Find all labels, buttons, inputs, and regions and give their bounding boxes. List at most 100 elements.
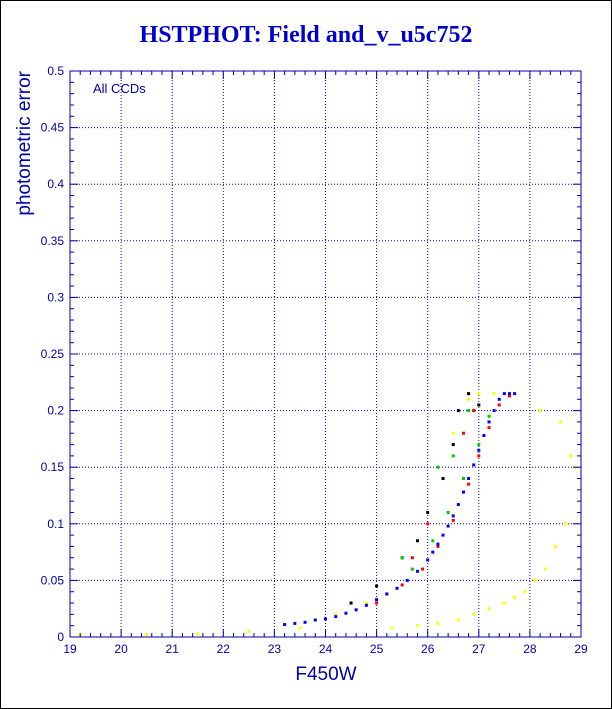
data-point-yellow xyxy=(487,607,491,611)
data-point-yellow xyxy=(477,392,481,396)
data-point-blue xyxy=(354,608,358,612)
data-point-blue xyxy=(395,586,399,590)
data-point-blue xyxy=(461,490,465,494)
axis-ticks xyxy=(69,70,582,638)
data-point-yellow xyxy=(334,612,338,616)
data-point-yellow xyxy=(543,567,547,571)
data-point-blue xyxy=(283,623,287,627)
data-point-black xyxy=(375,584,379,588)
data-point-yellow xyxy=(513,595,517,599)
data-point-green xyxy=(477,443,481,447)
x-tick-label: 22 xyxy=(217,642,231,656)
data-point-black xyxy=(451,443,455,447)
data-point-red xyxy=(472,409,476,413)
data-point-yellow xyxy=(298,626,302,630)
data-point-black xyxy=(477,403,481,407)
x-tick-label: 21 xyxy=(166,642,180,656)
y-tick-label: 0.15 xyxy=(41,460,65,474)
data-point-green xyxy=(461,477,465,481)
data-point-green xyxy=(431,539,435,543)
data-point-red xyxy=(421,567,425,571)
data-point-yellow xyxy=(390,626,394,630)
data-point-red xyxy=(436,544,440,548)
data-point-blue xyxy=(426,558,430,562)
data-point-red xyxy=(451,518,455,522)
data-point-black xyxy=(349,601,353,605)
data-point-red xyxy=(426,522,430,526)
data-point-red xyxy=(497,403,501,407)
data-point-blue xyxy=(415,569,419,573)
data-point-green xyxy=(446,510,450,514)
data-point-red xyxy=(400,583,404,587)
x-tick-label: 25 xyxy=(370,642,384,656)
x-tick-label: 19 xyxy=(63,642,77,656)
data-point-blue xyxy=(405,578,409,582)
data-point-yellow xyxy=(472,612,476,616)
data-point-red xyxy=(467,482,471,486)
all-ccds-annotation: All CCDs xyxy=(93,81,146,96)
series-yellow xyxy=(78,392,578,637)
data-points xyxy=(78,392,578,637)
y-tick-label: 0.45 xyxy=(41,121,65,135)
y-tick-label: 0.4 xyxy=(47,177,64,191)
data-point-blue xyxy=(344,611,348,615)
data-point-red xyxy=(461,431,465,435)
data-point-yellow xyxy=(436,621,440,625)
data-point-green xyxy=(451,454,455,458)
data-point-blue xyxy=(334,615,338,619)
x-tick-label: 28 xyxy=(523,642,537,656)
series-black xyxy=(349,392,481,605)
x-axis-title: F450W xyxy=(295,664,356,685)
data-point-yellow xyxy=(538,409,542,413)
data-point-yellow xyxy=(467,397,471,401)
data-point-blue xyxy=(497,397,501,401)
data-point-blue xyxy=(364,603,368,607)
data-point-blue xyxy=(313,618,317,622)
y-tick-label: 0.35 xyxy=(41,234,65,248)
data-point-blue xyxy=(492,409,496,413)
data-point-blue xyxy=(324,617,327,621)
y-tick-label: 0 xyxy=(57,630,64,644)
data-point-blue xyxy=(513,392,517,396)
data-point-blue xyxy=(436,542,440,546)
data-point-yellow xyxy=(364,601,368,605)
data-point-yellow xyxy=(145,633,149,637)
data-point-green xyxy=(400,556,404,560)
data-point-black xyxy=(441,477,445,481)
data-point-black xyxy=(467,392,471,396)
data-point-blue xyxy=(375,598,379,602)
x-tick-labels: 19 20 21 22 23 24 25 26 27 28 29 xyxy=(63,642,588,656)
data-point-red xyxy=(487,426,491,430)
data-point-blue xyxy=(451,514,455,518)
data-point-green xyxy=(467,409,471,413)
data-point-yellow xyxy=(415,624,419,628)
y-tick-label: 0.3 xyxy=(47,290,64,304)
data-point-yellow xyxy=(247,629,251,633)
data-point-green xyxy=(487,414,491,418)
data-point-yellow xyxy=(553,544,557,548)
data-point-black xyxy=(415,539,419,543)
data-point-yellow xyxy=(569,454,573,458)
data-point-black xyxy=(426,510,430,514)
data-point-blue xyxy=(456,503,460,507)
data-point-blue xyxy=(446,524,450,528)
x-tick-label: 26 xyxy=(421,642,435,656)
x-tick-label: 27 xyxy=(472,642,486,656)
data-point-yellow xyxy=(492,392,496,396)
data-point-yellow xyxy=(502,601,506,605)
data-point-blue xyxy=(385,592,389,596)
data-point-yellow xyxy=(456,618,460,622)
x-tick-label: 24 xyxy=(319,642,333,656)
data-point-red xyxy=(410,556,414,560)
data-point-blue xyxy=(482,434,486,438)
y-tick-label: 0.2 xyxy=(47,404,64,418)
data-point-blue xyxy=(431,550,435,554)
data-point-yellow xyxy=(533,578,537,582)
data-point-blue xyxy=(472,463,476,467)
data-point-blue xyxy=(487,420,491,424)
data-point-yellow xyxy=(196,632,200,636)
y-tick-label: 0.5 xyxy=(47,64,64,78)
x-tick-label: 20 xyxy=(114,642,128,656)
y-tick-label: 0.25 xyxy=(41,347,65,361)
